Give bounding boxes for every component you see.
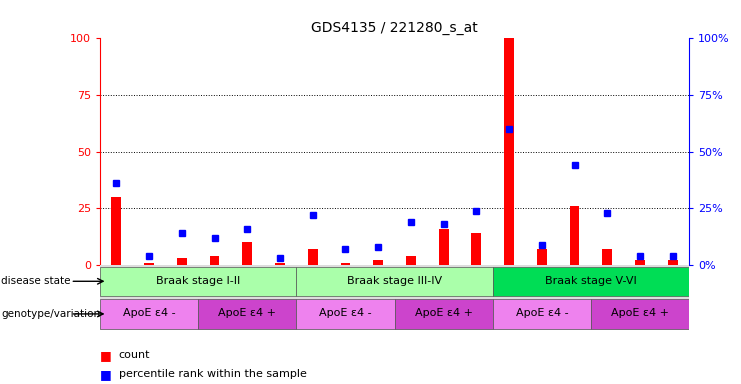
Text: genotype/variation: genotype/variation (1, 309, 101, 319)
Bar (591, 299, 689, 329)
Bar (275, 263, 285, 265)
Text: ApoE ε4 +: ApoE ε4 + (415, 308, 473, 318)
Bar (602, 249, 612, 265)
Text: ApoE ε4 -: ApoE ε4 - (319, 308, 372, 318)
Bar (668, 260, 678, 265)
Bar (373, 260, 383, 265)
Text: ApoE ε4 +: ApoE ε4 + (611, 308, 669, 318)
Bar (199, 299, 296, 329)
Bar (471, 233, 482, 265)
Bar (242, 242, 252, 265)
Bar (177, 258, 187, 265)
Bar (296, 299, 394, 329)
Bar (537, 249, 547, 265)
Bar (635, 260, 645, 265)
Text: ApoE ε4 -: ApoE ε4 - (123, 308, 176, 318)
Bar (100, 299, 199, 329)
Bar (570, 206, 579, 265)
Bar (493, 266, 689, 296)
Text: disease state: disease state (1, 276, 71, 286)
Bar (296, 266, 493, 296)
Text: Braak stage V-VI: Braak stage V-VI (545, 276, 637, 286)
Bar (504, 38, 514, 265)
Bar (493, 299, 591, 329)
Text: ApoE ε4 -: ApoE ε4 - (516, 308, 568, 318)
Bar (210, 256, 219, 265)
Bar (406, 256, 416, 265)
Text: Braak stage III-IV: Braak stage III-IV (347, 276, 442, 286)
Bar (308, 249, 318, 265)
Bar (341, 263, 350, 265)
Text: ■: ■ (100, 368, 116, 381)
Bar (394, 299, 493, 329)
Bar (111, 197, 122, 265)
Title: GDS4135 / 221280_s_at: GDS4135 / 221280_s_at (311, 21, 478, 35)
Text: percentile rank within the sample: percentile rank within the sample (119, 369, 307, 379)
Text: ApoE ε4 +: ApoE ε4 + (219, 308, 276, 318)
Bar (144, 263, 154, 265)
Text: ■: ■ (100, 349, 116, 362)
Bar (439, 229, 448, 265)
Bar (100, 266, 296, 296)
Text: Braak stage I-II: Braak stage I-II (156, 276, 240, 286)
Text: count: count (119, 350, 150, 360)
